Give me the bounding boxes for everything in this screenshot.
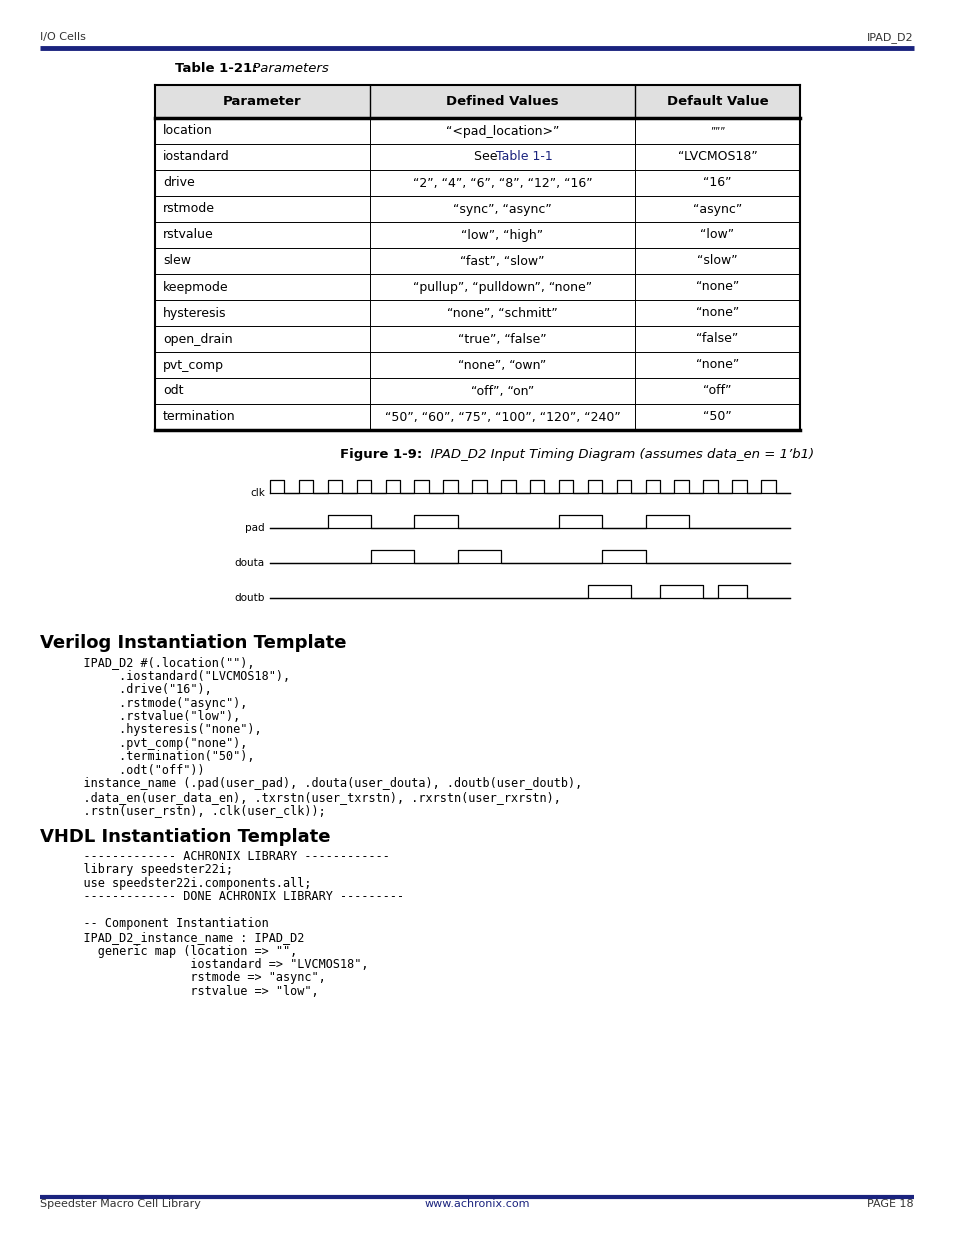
Text: .termination("50"),: .termination("50"), [55, 751, 254, 763]
Text: www.achronix.com: www.achronix.com [424, 1199, 529, 1209]
Text: “none”: “none” [695, 358, 739, 372]
Bar [154, 85, 800, 119]
Text: .pvt_comp("none"),: .pvt_comp("none"), [55, 737, 247, 750]
Text: location: location [163, 125, 213, 137]
Text: “50”, “60”, “75”, “100”, “120”, “240”: “50”, “60”, “75”, “100”, “120”, “240” [384, 410, 619, 424]
Text: .rstvalue("low"),: .rstvalue("low"), [55, 710, 240, 722]
Text: slew: slew [163, 254, 191, 268]
Text: “sync”, “async”: “sync”, “async” [453, 203, 551, 215]
Text: keepmode: keepmode [163, 280, 229, 294]
Text: “LVCMOS18”: “LVCMOS18” [677, 151, 757, 163]
Text: Table 1-1: Table 1-1 [496, 151, 553, 163]
Text: “none”, “own”: “none”, “own” [457, 358, 546, 372]
Text: drive: drive [163, 177, 194, 189]
Text: .data_en(user_data_en), .txrstn(user_txrstn), .rxrstn(user_rxrstn),: .data_en(user_data_en), .txrstn(user_txr… [55, 790, 560, 804]
Text: -- Component Instantiation: -- Component Instantiation [55, 918, 269, 930]
Text: rstmode: rstmode [163, 203, 214, 215]
Text: “low”: “low” [700, 228, 734, 242]
Text: Defined Values: Defined Values [446, 95, 558, 107]
Text: odt: odt [163, 384, 183, 398]
Text: Verilog Instantiation Template: Verilog Instantiation Template [40, 634, 346, 652]
Text: rstmode => "async",: rstmode => "async", [55, 972, 325, 984]
Text: Figure 1-9:: Figure 1-9: [340, 448, 422, 461]
Text: iostandard: iostandard [163, 151, 230, 163]
Text: “none”: “none” [695, 306, 739, 320]
Text: PAGE 18: PAGE 18 [866, 1199, 913, 1209]
Text: “low”, “high”: “low”, “high” [461, 228, 543, 242]
Text: pvt_comp: pvt_comp [163, 358, 224, 372]
Text: termination: termination [163, 410, 235, 424]
Text: VHDL Instantiation Template: VHDL Instantiation Template [40, 827, 330, 846]
Text: ------------- ACHRONIX LIBRARY ------------: ------------- ACHRONIX LIBRARY ---------… [55, 850, 390, 863]
Text: .rstn(user_rstn), .clk(user_clk));: .rstn(user_rstn), .clk(user_clk)); [55, 804, 325, 818]
Text: “2”, “4”, “6”, “8”, “12”, “16”: “2”, “4”, “6”, “8”, “12”, “16” [413, 177, 592, 189]
Text: hysteresis: hysteresis [163, 306, 226, 320]
Text: use speedster22i.components.all;: use speedster22i.components.all; [55, 877, 312, 890]
Text: Parameter: Parameter [223, 95, 301, 107]
Text: “none”, “schmitt”: “none”, “schmitt” [447, 306, 558, 320]
Text: “off”, “on”: “off”, “on” [471, 384, 534, 398]
Text: IPAD_D2 #(.location(""),: IPAD_D2 #(.location(""), [55, 656, 254, 669]
Text: .odt("off")): .odt("off")) [55, 764, 204, 777]
Text: “<pad_location>”: “<pad_location>” [445, 125, 558, 137]
Text: rstvalue: rstvalue [163, 228, 213, 242]
Text: .hysteresis("none"),: .hysteresis("none"), [55, 724, 261, 736]
Text: “pullup”, “pulldown”, “none”: “pullup”, “pulldown”, “none” [413, 280, 592, 294]
Text: open_drain: open_drain [163, 332, 233, 346]
Text: Table 1-21:: Table 1-21: [174, 62, 257, 75]
Text: See: See [474, 151, 501, 163]
Text: IPAD_D2 Input Timing Diagram (assumes data_en = 1’b1): IPAD_D2 Input Timing Diagram (assumes da… [422, 448, 814, 461]
Text: “slow”: “slow” [697, 254, 737, 268]
Text: Speedster Macro Cell Library: Speedster Macro Cell Library [40, 1199, 201, 1209]
Text: “fast”, “slow”: “fast”, “slow” [459, 254, 544, 268]
Text: ”””: ””” [709, 126, 724, 136]
Text: IPAD_D2: IPAD_D2 [866, 32, 913, 43]
Text: “16”: “16” [702, 177, 731, 189]
Text: ------------- DONE ACHRONIX LIBRARY ---------: ------------- DONE ACHRONIX LIBRARY ----… [55, 890, 404, 904]
Text: Parameters: Parameters [248, 62, 329, 75]
Text: Default Value: Default Value [666, 95, 767, 107]
Text: .iostandard("LVCMOS18"),: .iostandard("LVCMOS18"), [55, 669, 290, 683]
Text: instance_name (.pad(user_pad), .douta(user_douta), .doutb(user_doutb),: instance_name (.pad(user_pad), .douta(us… [55, 778, 581, 790]
Text: .drive("16"),: .drive("16"), [55, 683, 212, 697]
Text: “true”, “false”: “true”, “false” [457, 332, 546, 346]
Text: iostandard => "LVCMOS18",: iostandard => "LVCMOS18", [55, 958, 368, 971]
Text: douta: douta [234, 558, 265, 568]
Text: “50”: “50” [702, 410, 731, 424]
Text: “none”: “none” [695, 280, 739, 294]
Text: “false”: “false” [696, 332, 738, 346]
Text: generic map (location => "",: generic map (location => "", [55, 945, 297, 957]
Text: “async”: “async” [692, 203, 741, 215]
Text: clk: clk [250, 488, 265, 498]
Text: library speedster22i;: library speedster22i; [55, 863, 233, 877]
Text: .rstmode("async"),: .rstmode("async"), [55, 697, 247, 709]
Text: “off”: “off” [702, 384, 731, 398]
Text: rstvalue => "low",: rstvalue => "low", [55, 986, 318, 998]
Text: pad: pad [245, 522, 265, 534]
Text: I/O Cells: I/O Cells [40, 32, 86, 42]
Text: doutb: doutb [234, 593, 265, 603]
Text: IPAD_D2_instance_name : IPAD_D2: IPAD_D2_instance_name : IPAD_D2 [55, 931, 304, 944]
